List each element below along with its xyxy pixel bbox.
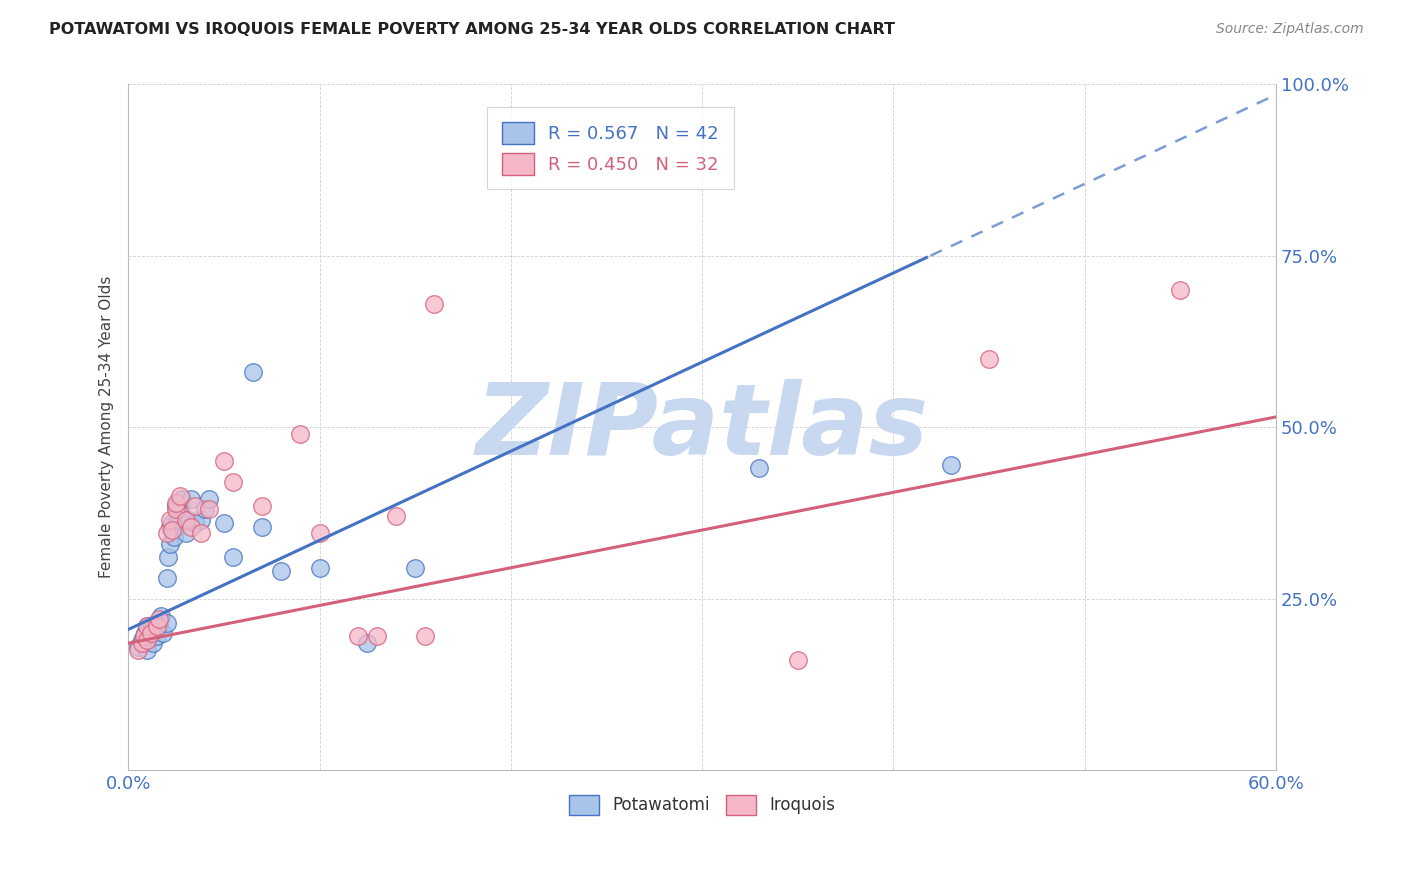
- Point: [197, 502, 219, 516]
- Point: [250, 499, 273, 513]
- Point: [159, 537, 181, 551]
- Point: [146, 619, 169, 633]
- Point: [174, 513, 197, 527]
- Point: [194, 502, 217, 516]
- Point: [165, 495, 187, 509]
- Point: [163, 530, 186, 544]
- Point: [136, 619, 159, 633]
- Text: Source: ZipAtlas.com: Source: ZipAtlas.com: [1216, 22, 1364, 37]
- Point: [308, 561, 330, 575]
- Point: [165, 499, 187, 513]
- Point: [162, 516, 184, 531]
- Point: [1168, 283, 1191, 297]
- Point: [134, 626, 156, 640]
- Point: [242, 365, 264, 379]
- Point: [157, 550, 180, 565]
- Point: [127, 640, 149, 654]
- Point: [159, 513, 181, 527]
- Point: [155, 571, 177, 585]
- Point: [127, 643, 149, 657]
- Point: [170, 492, 193, 507]
- Point: [142, 636, 165, 650]
- Point: [977, 351, 1000, 366]
- Point: [169, 489, 191, 503]
- Point: [148, 612, 170, 626]
- Point: [174, 526, 197, 541]
- Point: [136, 619, 159, 633]
- Point: [149, 608, 172, 623]
- Point: [308, 526, 330, 541]
- Point: [250, 519, 273, 533]
- Point: [146, 629, 169, 643]
- Point: [939, 458, 962, 472]
- Point: [132, 629, 155, 643]
- Text: ZIPatlas: ZIPatlas: [475, 379, 929, 475]
- Point: [222, 550, 245, 565]
- Legend: Potawatomi, Iroquois: Potawatomi, Iroquois: [561, 787, 844, 823]
- Y-axis label: Female Poverty Among 25-34 Year Olds: Female Poverty Among 25-34 Year Olds: [100, 276, 114, 578]
- Point: [167, 513, 190, 527]
- Point: [155, 526, 177, 541]
- Point: [413, 629, 436, 643]
- Point: [159, 519, 181, 533]
- Point: [162, 523, 184, 537]
- Point: [270, 564, 292, 578]
- Point: [385, 509, 408, 524]
- Point: [212, 516, 235, 531]
- Point: [184, 516, 207, 531]
- Point: [148, 619, 170, 633]
- Point: [136, 643, 159, 657]
- Point: [356, 636, 378, 650]
- Point: [184, 499, 207, 513]
- Point: [366, 629, 388, 643]
- Point: [212, 454, 235, 468]
- Point: [190, 513, 212, 527]
- Point: [146, 615, 169, 630]
- Point: [404, 561, 426, 575]
- Point: [180, 519, 202, 533]
- Point: [180, 492, 202, 507]
- Point: [423, 297, 446, 311]
- Point: [165, 519, 187, 533]
- Point: [131, 632, 153, 647]
- Point: [169, 502, 191, 516]
- Point: [131, 636, 153, 650]
- Point: [290, 427, 312, 442]
- Point: [786, 653, 808, 667]
- Point: [155, 615, 177, 630]
- Point: [141, 626, 163, 640]
- Point: [132, 629, 155, 643]
- Point: [165, 502, 187, 516]
- Text: POTAWATOMI VS IROQUOIS FEMALE POVERTY AMONG 25-34 YEAR OLDS CORRELATION CHART: POTAWATOMI VS IROQUOIS FEMALE POVERTY AM…: [49, 22, 896, 37]
- Point: [141, 623, 163, 637]
- Point: [197, 492, 219, 507]
- Point: [179, 513, 201, 527]
- Point: [748, 461, 770, 475]
- Point: [136, 632, 159, 647]
- Point: [346, 629, 368, 643]
- Point: [222, 475, 245, 489]
- Point: [190, 526, 212, 541]
- Point: [152, 626, 174, 640]
